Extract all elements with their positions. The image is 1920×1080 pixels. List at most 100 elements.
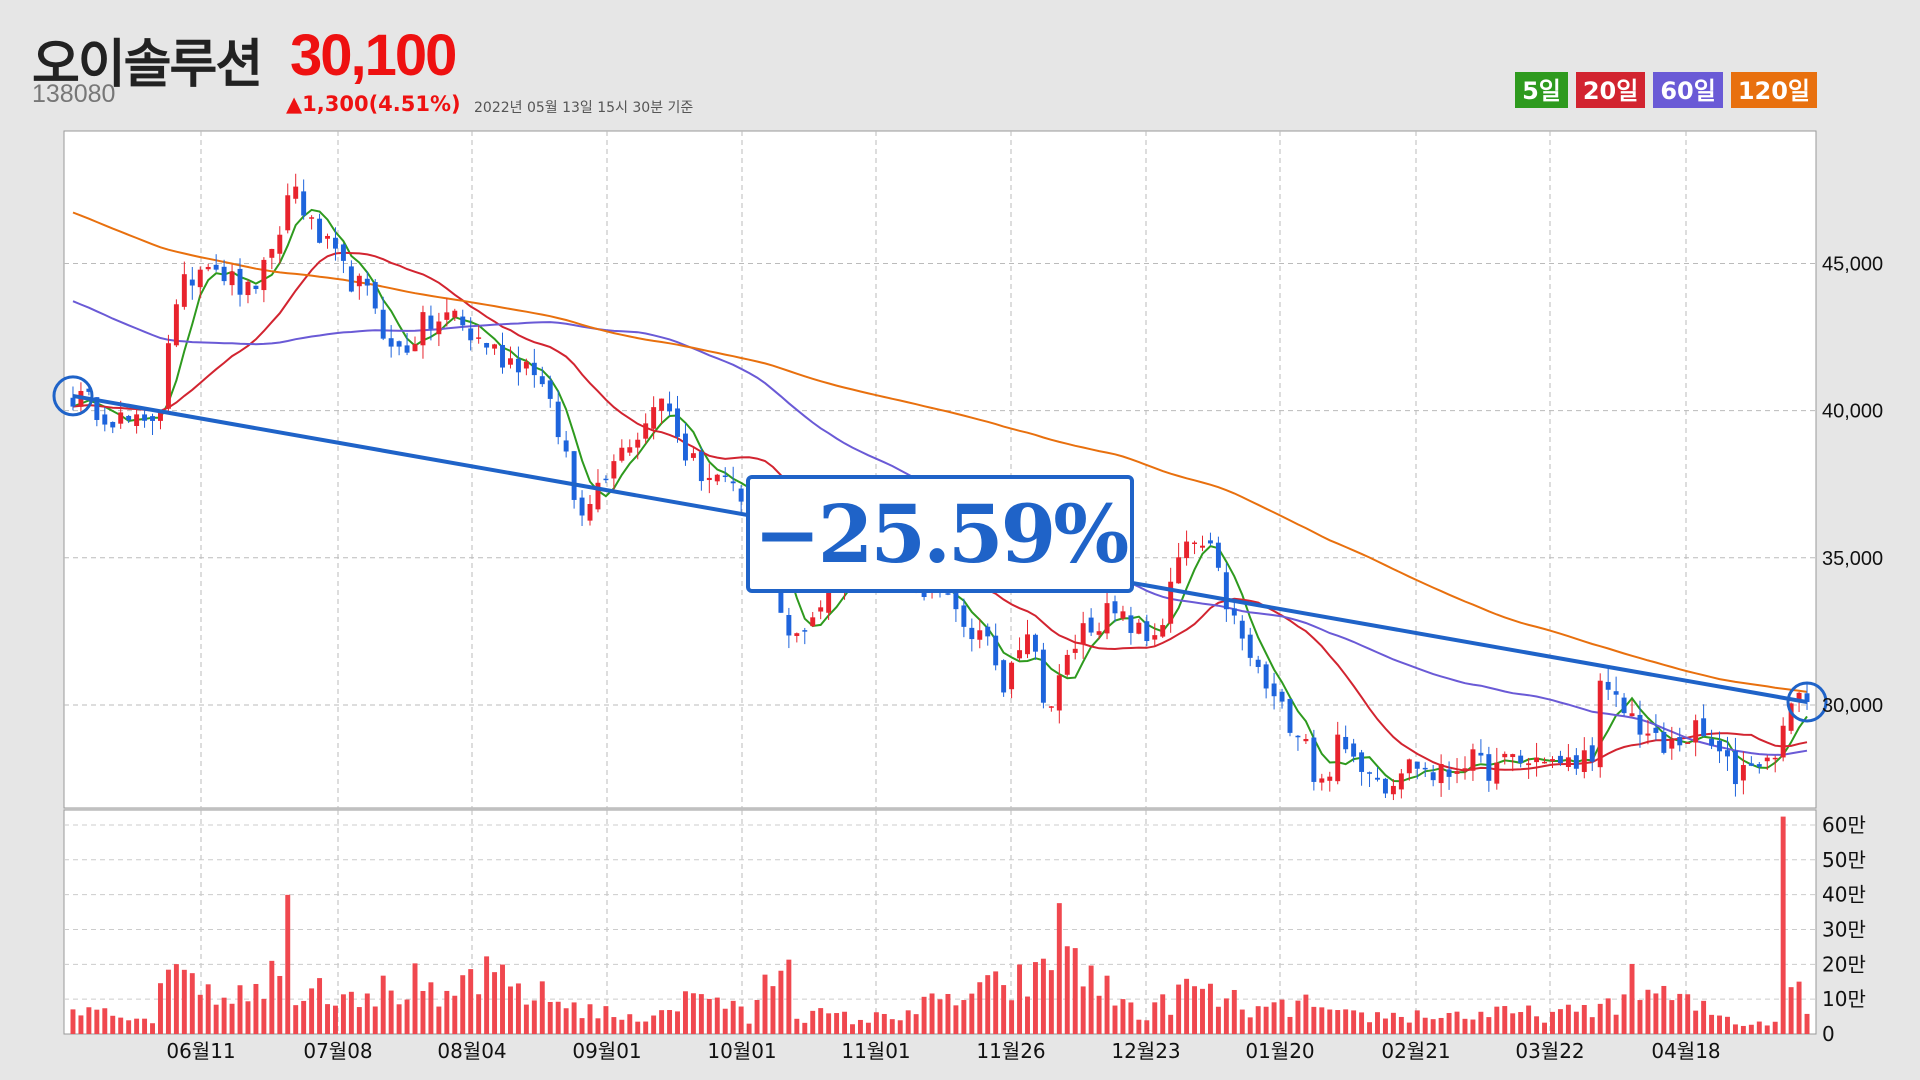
candle-body bbox=[1263, 664, 1269, 689]
volume-bar bbox=[325, 1004, 330, 1034]
volume-bar bbox=[1367, 1022, 1372, 1034]
percent-change-callout: −25.59% bbox=[746, 475, 1134, 593]
volume-bar bbox=[611, 1017, 617, 1034]
candle-body bbox=[500, 344, 505, 368]
volume-tick-label: 0 bbox=[1822, 1022, 1835, 1046]
candle-body bbox=[1017, 650, 1023, 659]
trend-start-marker bbox=[52, 375, 94, 417]
candle-body bbox=[452, 310, 458, 318]
candle-body bbox=[142, 414, 148, 421]
grid bbox=[63, 130, 1817, 1035]
volume-bars bbox=[70, 816, 1810, 1034]
candle-body bbox=[1343, 736, 1349, 750]
volume-bar bbox=[1732, 1024, 1738, 1034]
volume-bar bbox=[786, 959, 792, 1034]
candle-body bbox=[1247, 634, 1253, 658]
candle-body bbox=[317, 218, 323, 243]
candle-body bbox=[1255, 659, 1261, 667]
stock-price: 30,100 bbox=[290, 23, 457, 88]
volume-bar bbox=[1072, 948, 1078, 1034]
candle-body bbox=[1748, 763, 1754, 766]
ma-legend-item: 60일 bbox=[1653, 72, 1723, 108]
candle-body bbox=[285, 195, 291, 231]
volume-bar bbox=[1550, 1011, 1555, 1034]
candle-body bbox=[412, 344, 418, 352]
volume-bar bbox=[1653, 993, 1659, 1034]
candle-body bbox=[826, 587, 832, 613]
price-change: ▲1,300(4.51%) bbox=[286, 92, 461, 116]
candle-body bbox=[1192, 542, 1198, 545]
volume-bar bbox=[682, 991, 688, 1034]
volume-bar bbox=[1359, 1012, 1365, 1034]
volume-bar bbox=[364, 993, 370, 1034]
candle-body bbox=[1398, 773, 1404, 790]
candle-body bbox=[1470, 749, 1476, 771]
volume-bar bbox=[1048, 970, 1054, 1034]
volume-bar bbox=[977, 982, 983, 1034]
candle-body bbox=[1112, 601, 1118, 614]
candle-body bbox=[1542, 761, 1547, 764]
volume-bar bbox=[1557, 1009, 1563, 1034]
volume-bar bbox=[1128, 1002, 1134, 1034]
volume-bar bbox=[1168, 1014, 1174, 1034]
candle-body bbox=[1589, 745, 1595, 762]
candle-body bbox=[635, 439, 641, 448]
volume-bar bbox=[675, 1011, 680, 1034]
volume-bar bbox=[1398, 1016, 1404, 1034]
volume-bar bbox=[706, 998, 712, 1034]
candle-body bbox=[714, 474, 720, 482]
volume-bar bbox=[746, 1023, 752, 1034]
candle-body bbox=[1088, 617, 1094, 633]
candle-body bbox=[1661, 731, 1667, 753]
candle-body bbox=[1772, 757, 1778, 760]
volume-bar bbox=[404, 999, 410, 1034]
volume-bar bbox=[181, 969, 187, 1034]
volume-bar bbox=[301, 1000, 307, 1034]
candle-body bbox=[1732, 751, 1738, 785]
candle-body bbox=[786, 615, 792, 636]
volume-bar bbox=[873, 1012, 879, 1034]
volume-bar bbox=[1637, 1000, 1643, 1034]
volume-bar bbox=[1788, 987, 1794, 1034]
date-tick-label: 08월04 bbox=[437, 1039, 506, 1063]
volume-bar bbox=[1144, 1020, 1150, 1034]
volume-bar bbox=[1271, 1002, 1277, 1034]
candle-body bbox=[945, 593, 951, 595]
price-tick-label: 35,000 bbox=[1822, 548, 1883, 570]
volume-bar bbox=[444, 990, 450, 1034]
candle-body bbox=[126, 415, 132, 421]
volume-bar bbox=[603, 1006, 609, 1034]
volume-bar bbox=[1621, 994, 1627, 1034]
volume-bar bbox=[897, 1020, 903, 1034]
volume-bar bbox=[1669, 1000, 1675, 1034]
candle-body bbox=[1422, 767, 1428, 770]
volume-bar bbox=[1160, 994, 1166, 1034]
candle-body bbox=[1709, 738, 1715, 746]
volume-bar bbox=[1422, 1017, 1428, 1034]
volume-bar bbox=[1796, 981, 1802, 1034]
candle-body bbox=[1128, 615, 1134, 633]
candle-body bbox=[651, 407, 657, 429]
volume-bar bbox=[348, 991, 354, 1034]
volume-bar bbox=[547, 1001, 553, 1034]
volume-bar bbox=[1112, 1005, 1118, 1034]
volume-bar bbox=[714, 997, 720, 1034]
candle-body bbox=[738, 488, 744, 502]
candle-body bbox=[372, 282, 378, 309]
candle-body bbox=[253, 285, 259, 290]
stock-name: 오이솔루션 bbox=[32, 35, 263, 95]
volume-bar bbox=[1120, 999, 1126, 1034]
candle-body bbox=[690, 453, 696, 458]
volume-bar bbox=[889, 1019, 895, 1034]
volume-bar bbox=[1040, 958, 1046, 1034]
volume-tick-label: 40만 bbox=[1822, 883, 1866, 907]
volume-bar bbox=[1295, 1000, 1301, 1034]
price-tick-label: 30,000 bbox=[1822, 695, 1883, 717]
volume-bar bbox=[1255, 1006, 1261, 1034]
volume-bar bbox=[428, 982, 434, 1034]
candle-body bbox=[1518, 755, 1524, 763]
volume-bar bbox=[857, 1019, 863, 1034]
volume-bar bbox=[1685, 994, 1691, 1034]
volume-bar bbox=[1629, 963, 1635, 1034]
volume-bar bbox=[1494, 1006, 1500, 1034]
